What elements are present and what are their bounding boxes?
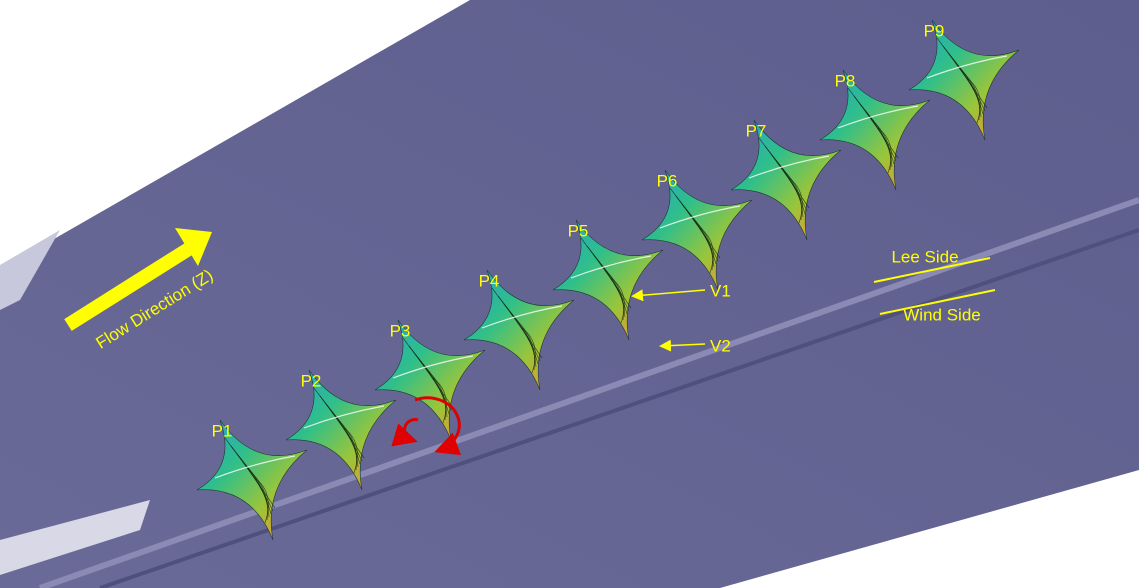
plane-label: P1 (212, 421, 233, 440)
v2-label: V2 (710, 336, 731, 355)
lee-label: Lee Side (891, 247, 958, 266)
plane-label: P8 (835, 71, 856, 90)
figure: P1P2P3P4P5P6P7P8P9 Flow Direction (Z) Le… (0, 0, 1139, 588)
plane-label: P4 (479, 271, 500, 290)
plane-label: P5 (568, 221, 589, 240)
plane-label: P9 (924, 21, 945, 40)
plane-label: P2 (301, 371, 322, 390)
plane-label: P3 (390, 321, 411, 340)
v1-label: V1 (710, 281, 731, 300)
plane-label: P7 (746, 121, 767, 140)
wind-label: Wind Side (903, 305, 980, 324)
plane-label: P6 (657, 171, 678, 190)
